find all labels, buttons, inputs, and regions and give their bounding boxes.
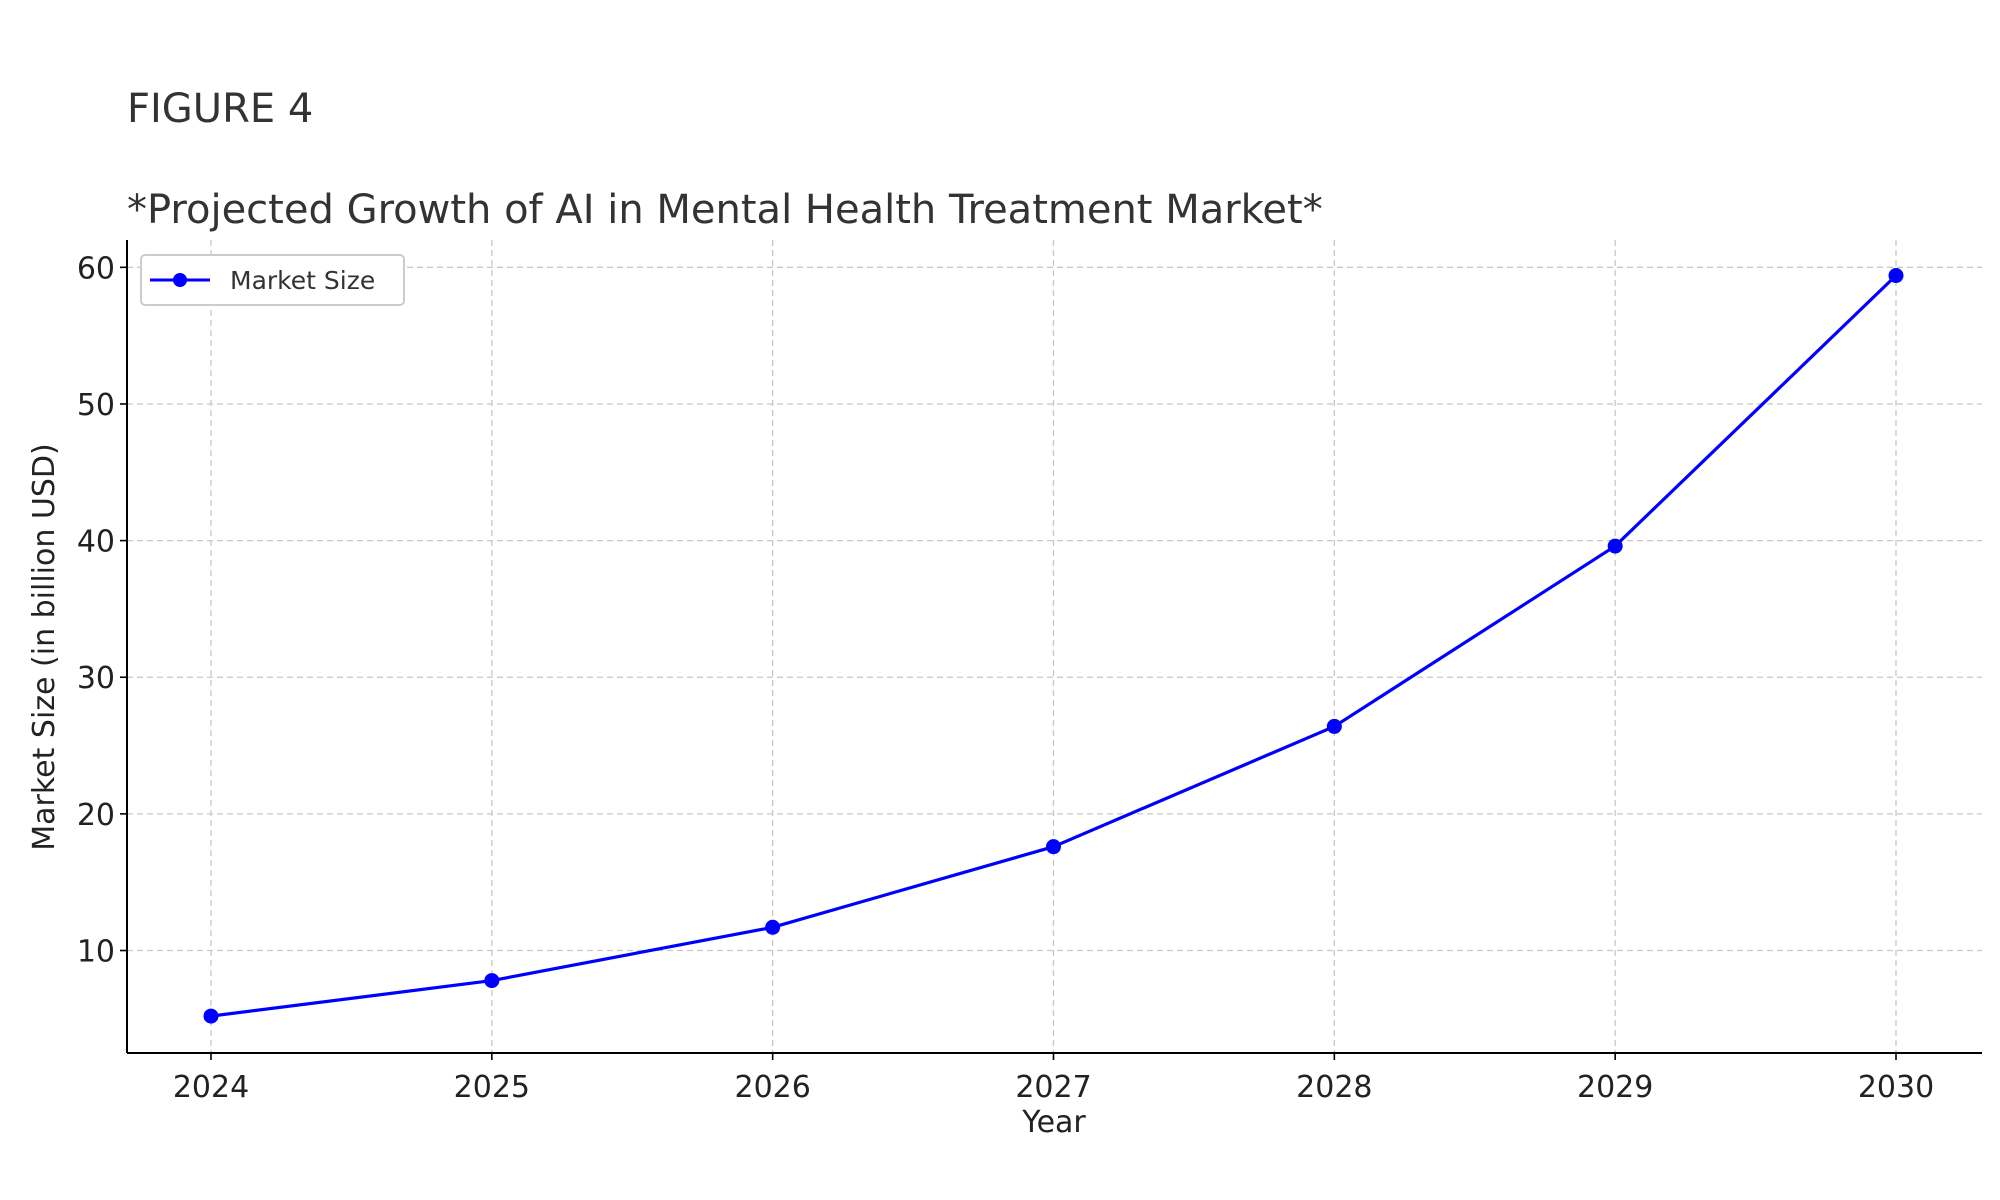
legend: Market Size [140, 254, 405, 306]
x-tick-label: 2030 [1858, 1070, 1934, 1105]
x-tick-label: 2027 [1015, 1070, 1091, 1105]
data-point [484, 973, 500, 989]
y-tick-label: 10 [77, 935, 115, 970]
plot-series [203, 268, 1904, 1024]
data-point [1607, 538, 1623, 554]
legend-label: Market Size [230, 266, 375, 295]
data-point [203, 1008, 219, 1024]
y-tick-label: 60 [77, 251, 115, 286]
x-tick-label: 2029 [1577, 1070, 1653, 1105]
y-tick-label: 20 [77, 798, 115, 833]
y-tick-label: 40 [77, 525, 115, 560]
x-tick-label: 2025 [454, 1070, 530, 1105]
grid [127, 240, 1982, 1053]
legend-frame [140, 254, 405, 306]
data-point [1888, 268, 1904, 284]
x-tick-label: 2026 [734, 1070, 810, 1105]
data-point [1326, 718, 1342, 734]
axes [120, 240, 1982, 1060]
data-point [765, 919, 781, 935]
figure-label: FIGURE 4 [127, 86, 313, 132]
y-tick-label: 30 [77, 661, 115, 696]
chart-title: *Projected Growth of AI in Mental Health… [127, 187, 1323, 233]
y-tick-label: 50 [77, 388, 115, 423]
x-tick-label: 2028 [1296, 1070, 1372, 1105]
x-tick-label: 2024 [173, 1070, 249, 1105]
legend-marker-swatch [173, 273, 187, 287]
data-point [1046, 839, 1061, 855]
x-axis-label: Year [1021, 1105, 1086, 1140]
y-axis-label: Market Size (in billion USD) [27, 443, 62, 850]
